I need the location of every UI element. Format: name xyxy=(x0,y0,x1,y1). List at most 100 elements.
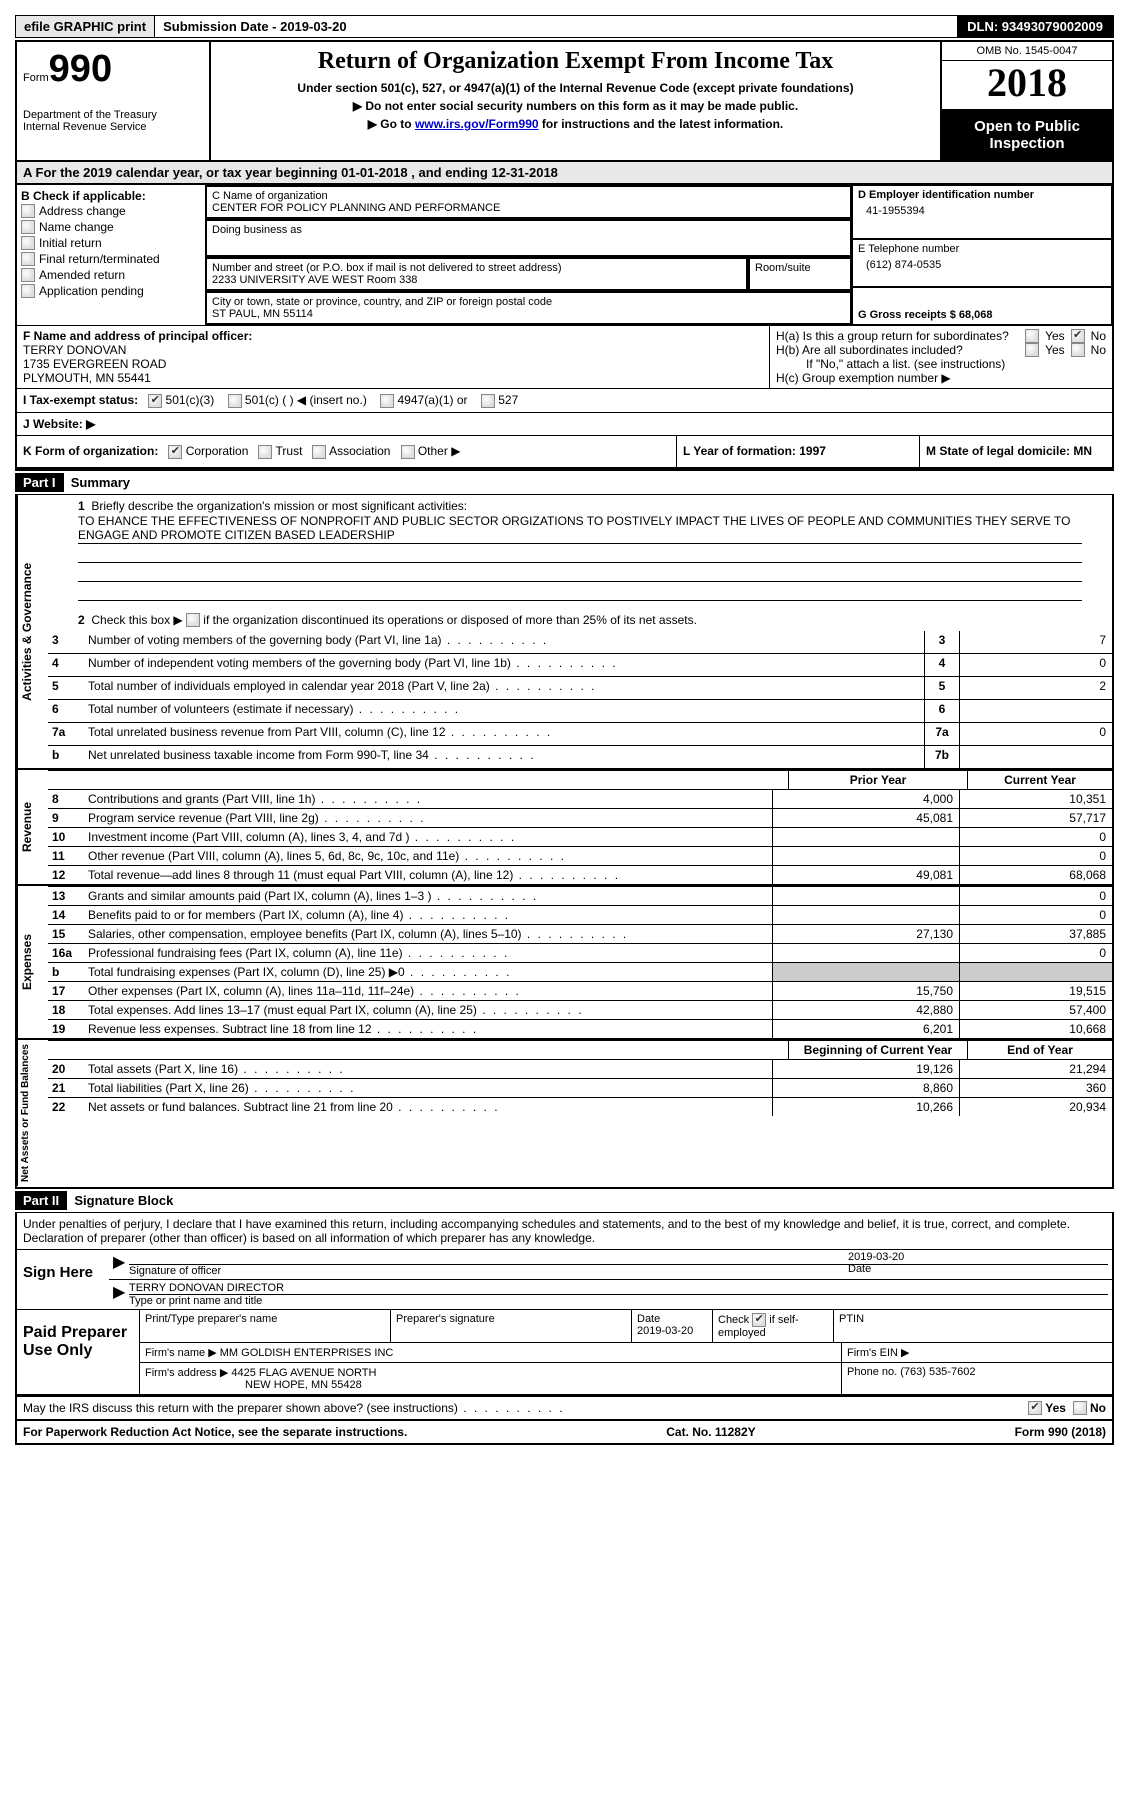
street-cell: Number and street (or P.O. box if mail i… xyxy=(205,257,748,291)
org-name-label: C Name of organization xyxy=(212,190,845,202)
501c3-checkbox[interactable] xyxy=(148,394,162,408)
prior-year-val: 8,860 xyxy=(772,1079,959,1097)
hb-label: H(b) Are all subordinates included? xyxy=(776,343,1019,357)
amended-return-checkbox[interactable] xyxy=(21,268,35,282)
sig-arrow2: ▶ xyxy=(113,1282,129,1307)
dba-label: Doing business as xyxy=(212,224,845,236)
hb-yes-checkbox[interactable] xyxy=(1025,343,1039,357)
row-num: 5 xyxy=(48,677,84,699)
trust-checkbox[interactable] xyxy=(258,445,272,459)
discuss-no-checkbox[interactable] xyxy=(1073,1401,1087,1415)
trust-label: Trust xyxy=(276,444,303,458)
ptin-label: PTIN xyxy=(834,1310,1112,1342)
row-num: 11 xyxy=(48,847,84,865)
open-to-public: Open to Public Inspection xyxy=(942,110,1112,160)
prior-year-val: 19,126 xyxy=(772,1060,959,1078)
row-num: 16a xyxy=(48,944,84,962)
row-box: 4 xyxy=(924,654,959,676)
city-label: City or town, state or province, country… xyxy=(212,296,845,308)
row-box: 7b xyxy=(924,746,959,768)
row-num: 12 xyxy=(48,866,84,884)
row-label: Investment income (Part VIII, column (A)… xyxy=(84,828,772,846)
type-name-label: Type or print name and title xyxy=(129,1295,1108,1307)
form-prefix: Form xyxy=(23,72,49,84)
row-label: Total unrelated business revenue from Pa… xyxy=(84,723,924,745)
prior-year-val xyxy=(772,828,959,846)
part1-title: Summary xyxy=(71,475,130,490)
row-label: Revenue less expenses. Subtract line 18 … xyxy=(84,1020,772,1038)
irs-label: Internal Revenue Service xyxy=(23,121,203,133)
other-checkbox[interactable] xyxy=(401,445,415,459)
form-title: Return of Organization Exempt From Incom… xyxy=(217,48,934,75)
prior-year-val: 45,081 xyxy=(772,809,959,827)
state-domicile: M State of legal domicile: MN xyxy=(926,444,1092,458)
part1-badge: Part I xyxy=(15,473,64,492)
section-j: J Website: ▶ xyxy=(15,413,1114,436)
row-label: Program service revenue (Part VIII, line… xyxy=(84,809,772,827)
mission-label: Briefly describe the organization's miss… xyxy=(91,499,467,513)
row-num: 20 xyxy=(48,1060,84,1078)
begin-year-header: Beginning of Current Year xyxy=(788,1041,967,1059)
section-l: L Year of formation: 1997 xyxy=(676,436,919,467)
row-label: Total fundraising expenses (Part IX, col… xyxy=(84,963,772,981)
corporation-label: Corporation xyxy=(186,444,249,458)
row-label: Total revenue—add lines 8 through 11 (mu… xyxy=(84,866,772,884)
application-pending-checkbox[interactable] xyxy=(21,284,35,298)
firm-name-value: MM GOLDISH ENTERPRISES INC xyxy=(220,1347,394,1359)
ha-yes-checkbox[interactable] xyxy=(1025,329,1039,343)
row-label: Total number of individuals employed in … xyxy=(84,677,924,699)
row-num: 15 xyxy=(48,925,84,943)
efile-print-button[interactable]: efile GRAPHIC print xyxy=(16,16,155,37)
hb-no-checkbox[interactable] xyxy=(1071,343,1085,357)
hc-label: H(c) Group exemption number ▶ xyxy=(776,371,1106,385)
firm-ein-label: Firm's EIN ▶ xyxy=(842,1343,1112,1362)
line2-checkbox[interactable] xyxy=(186,613,200,627)
year-formation: L Year of formation: 1997 xyxy=(683,444,826,458)
prior-year-val xyxy=(772,906,959,924)
name-change-checkbox[interactable] xyxy=(21,220,35,234)
amended-return-label: Amended return xyxy=(39,268,125,282)
section-b-title: B Check if applicable: xyxy=(21,189,201,203)
org-name-cell: C Name of organization CENTER FOR POLICY… xyxy=(205,185,852,219)
discuss-yes-checkbox[interactable] xyxy=(1028,1401,1042,1415)
row-num: 7a xyxy=(48,723,84,745)
final-return-checkbox[interactable] xyxy=(21,252,35,266)
ein-label: D Employer identification number xyxy=(858,189,1106,201)
ha-label: H(a) Is this a group return for subordin… xyxy=(776,329,1019,343)
other-label: Other ▶ xyxy=(418,444,461,458)
initial-return-checkbox[interactable] xyxy=(21,236,35,250)
firm-phone-label: Phone no. (763) 535-7602 xyxy=(842,1363,1112,1394)
row-num: 3 xyxy=(48,631,84,653)
prep-date-value: 2019-03-20 xyxy=(637,1325,693,1337)
prior-year-val: 27,130 xyxy=(772,925,959,943)
name-change-label: Name change xyxy=(39,220,114,234)
phone-cell: E Telephone number (612) 874-0535 xyxy=(852,239,1112,287)
ha-no-checkbox[interactable] xyxy=(1071,329,1085,343)
501c-checkbox[interactable] xyxy=(228,394,242,408)
self-employed-cell: Check if self-employed xyxy=(713,1310,834,1342)
501c-label: 501(c) ( ) ◀ (insert no.) xyxy=(245,393,367,407)
row-label: Net assets or fund balances. Subtract li… xyxy=(84,1098,772,1116)
527-checkbox[interactable] xyxy=(481,394,495,408)
paid-preparer-label: Paid Preparer Use Only xyxy=(17,1310,139,1394)
tax-exempt-label: I Tax-exempt status: xyxy=(23,393,138,407)
irs-form990-link[interactable]: www.irs.gov/Form990 xyxy=(415,117,539,131)
ha-no-label: No xyxy=(1091,329,1106,343)
discuss-label: May the IRS discuss this return with the… xyxy=(23,1401,1028,1415)
address-change-checkbox[interactable] xyxy=(21,204,35,218)
4947-checkbox[interactable] xyxy=(380,394,394,408)
dba-cell: Doing business as xyxy=(205,219,852,257)
row-val: 0 xyxy=(959,723,1112,745)
self-employed-checkbox[interactable] xyxy=(752,1313,766,1327)
form-subtitle: Under section 501(c), 527, or 4947(a)(1)… xyxy=(217,81,934,95)
row-label: Total liabilities (Part X, line 26) xyxy=(84,1079,772,1097)
association-checkbox[interactable] xyxy=(312,445,326,459)
row-num: 13 xyxy=(48,887,84,905)
section-i: I Tax-exempt status: 501(c)(3) 501(c) ( … xyxy=(15,388,1114,413)
city-cell: City or town, state or province, country… xyxy=(205,291,852,325)
corporation-checkbox[interactable] xyxy=(168,445,182,459)
line2-text: Check this box ▶ if the organization dis… xyxy=(91,613,697,627)
ein-value: 41-1955394 xyxy=(858,201,1106,221)
row-num: 9 xyxy=(48,809,84,827)
current-year-val: 0 xyxy=(959,887,1112,905)
